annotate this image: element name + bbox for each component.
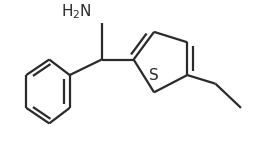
Text: S: S (149, 68, 159, 83)
Text: H$_2$N: H$_2$N (61, 3, 91, 21)
